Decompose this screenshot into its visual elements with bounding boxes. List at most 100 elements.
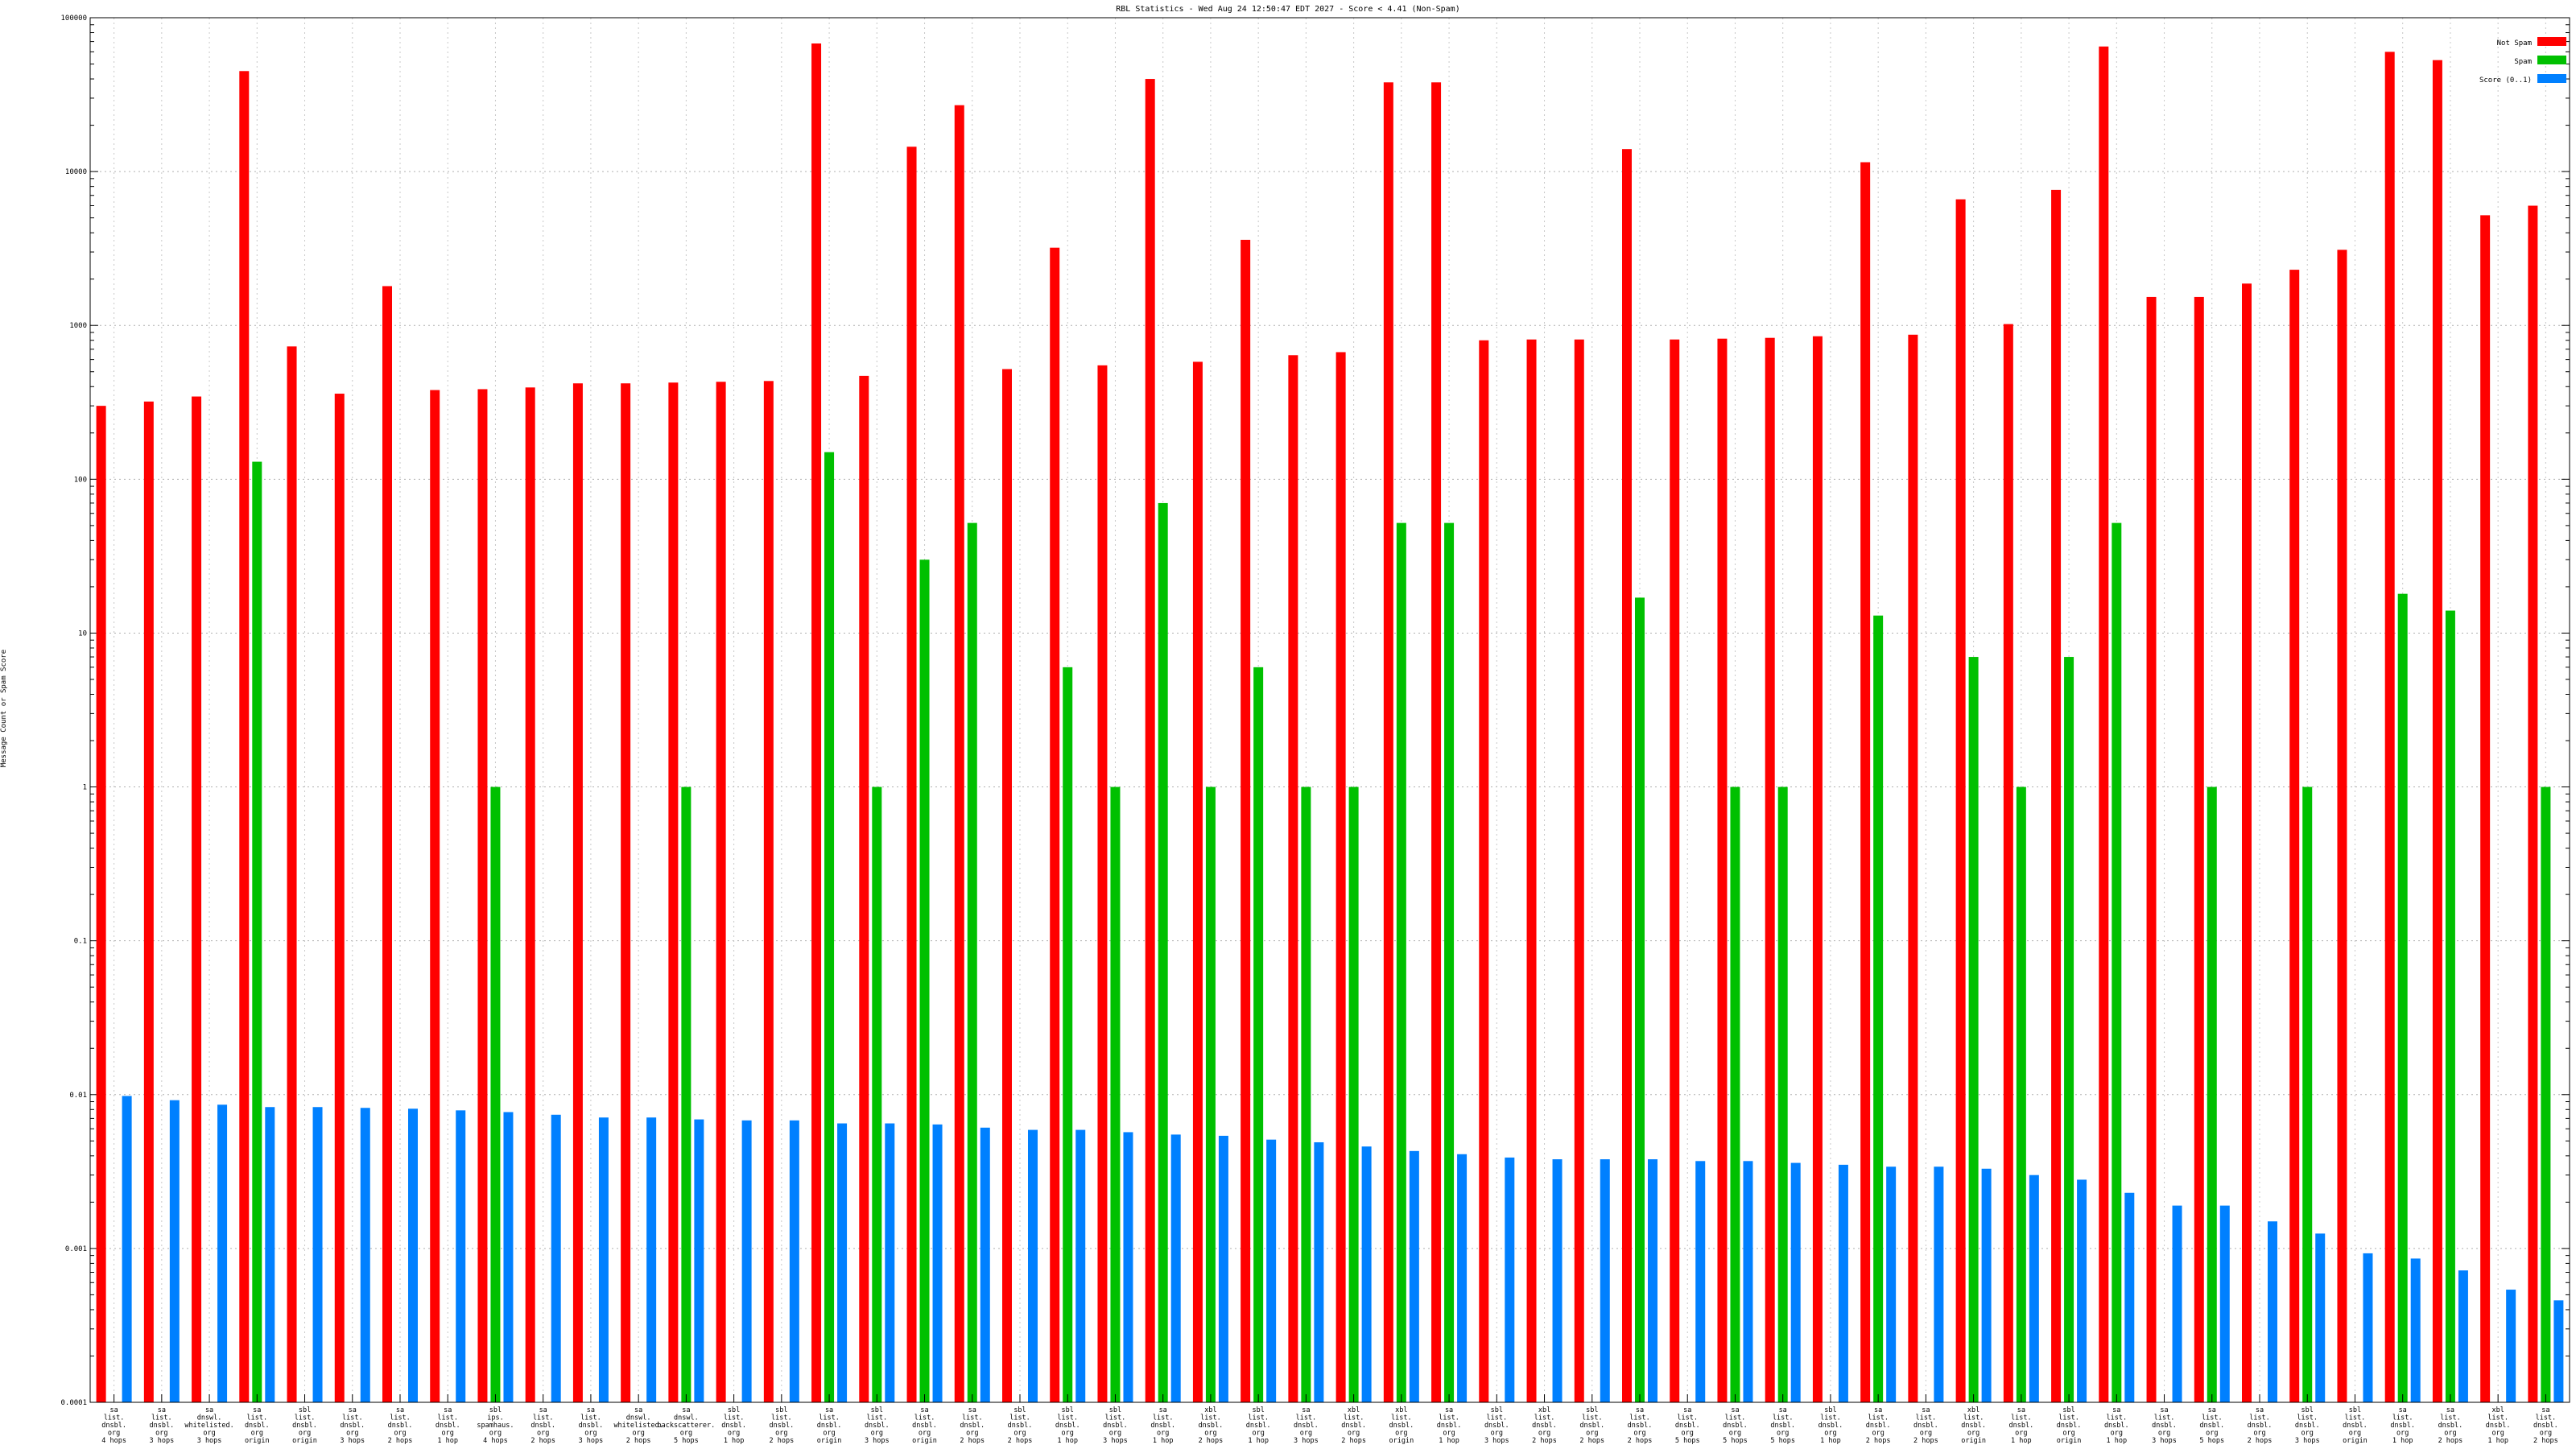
not-spam-bar	[1050, 247, 1060, 1403]
legend-swatch	[2537, 56, 2566, 64]
not-spam-bar	[2146, 296, 2157, 1402]
y-tick-label: 0.01	[69, 1092, 87, 1100]
not-spam-bar	[572, 383, 583, 1402]
score-bar	[408, 1108, 418, 1402]
not-spam-bar	[668, 382, 679, 1403]
not-spam-bar	[2242, 283, 2252, 1402]
x-category-label: sbl list. dnsbl. org 3 hops	[865, 1406, 890, 1445]
not-spam-bar	[1622, 149, 1632, 1402]
x-category-label: sbl list. dnsbl. org 2 hops	[1008, 1406, 1033, 1445]
spam-bar	[872, 786, 882, 1402]
not-spam-bar	[430, 390, 440, 1402]
spam-bar	[1158, 502, 1168, 1403]
not-spam-bar	[525, 387, 535, 1402]
x-category-label: sa list. dnsbl. org 3 hops	[149, 1406, 174, 1445]
x-category-label: xbl list. dnsbl. org origin	[1389, 1406, 1414, 1445]
score-bar	[360, 1108, 370, 1402]
score-bar	[1266, 1139, 1277, 1402]
x-category-label: sa list. dnsbl. org 5 hops	[2199, 1406, 2224, 1445]
score-bar	[789, 1120, 799, 1402]
spam-bar	[1205, 786, 1216, 1402]
score-bar	[1409, 1150, 1419, 1402]
score-bar	[1981, 1168, 1992, 1402]
score-bar	[2315, 1233, 2326, 1402]
not-spam-bar	[1431, 82, 1442, 1403]
score-bar	[646, 1117, 657, 1402]
y-axis-label: Message Count or Spam Score	[0, 650, 8, 767]
not-spam-bar	[811, 43, 822, 1403]
score-bar	[503, 1112, 514, 1402]
spam-bar	[824, 452, 835, 1402]
x-category-label: sa list. dnsbl. org 1 hop	[1437, 1406, 1462, 1445]
y-tick-label: 100	[74, 476, 87, 484]
not-spam-bar	[96, 406, 106, 1402]
score-bar	[2219, 1205, 2230, 1402]
spam-bar	[490, 786, 501, 1402]
score-bar	[694, 1119, 704, 1402]
spam-bar	[1110, 786, 1121, 1402]
score-bar	[217, 1104, 228, 1402]
not-spam-bar	[143, 401, 154, 1402]
score-bar	[2553, 1300, 2564, 1402]
y-tick-label: 100000	[60, 14, 87, 23]
x-category-label: sa list. dnsbl. org 2 hops	[388, 1406, 413, 1445]
not-spam-bar	[2480, 215, 2491, 1403]
y-tick-label: 1000	[69, 322, 87, 330]
x-category-label: sa dnswl. whitelisted. org 3 hops	[184, 1406, 233, 1445]
not-spam-bar	[1765, 337, 1775, 1403]
x-category-label: sa list. dnsbl. org 4 hops	[101, 1406, 126, 1445]
x-category-label: sa list. dnsbl. org 2 hops	[530, 1406, 555, 1445]
not-spam-bar	[1241, 239, 1251, 1403]
x-category-label: sa list. dnsbl. org 5 hops	[1723, 1406, 1748, 1445]
x-category-label: sa list. dnsbl. org 3 hops	[579, 1406, 604, 1445]
x-category-label: sa list. dnsbl. org 1 hop	[2104, 1406, 2129, 1445]
score-bar	[2458, 1270, 2468, 1402]
x-category-label: sa list. dnsbl. org 1 hop	[2008, 1406, 2033, 1445]
score-bar	[2363, 1253, 2373, 1402]
score-bar	[1600, 1159, 1610, 1402]
x-category-label: sa list. dnsbl. org 2 hops	[2438, 1406, 2463, 1445]
spam-bar	[252, 461, 262, 1402]
not-spam-bar	[477, 389, 488, 1402]
spam-bar	[1635, 597, 1645, 1402]
score-bar	[1218, 1135, 1228, 1402]
spam-bar	[1301, 786, 1311, 1402]
spam-bar	[2541, 786, 2551, 1402]
not-spam-bar	[1002, 369, 1012, 1403]
not-spam-bar	[2289, 270, 2300, 1402]
score-bar	[1361, 1146, 1372, 1402]
not-spam-bar	[2337, 250, 2347, 1403]
not-spam-bar	[2432, 60, 2442, 1402]
x-category-label: sbl list. dnsbl. org 3 hops	[1103, 1406, 1128, 1445]
spam-bar	[1777, 786, 1788, 1402]
x-category-label: xbl list. dnsbl. org 2 hops	[1341, 1406, 1366, 1445]
x-category-label: sa list. dnsbl. org 1 hop	[2390, 1406, 2415, 1445]
y-tick-label: 0.001	[65, 1245, 87, 1253]
spam-bar	[1968, 657, 1979, 1402]
x-category-label: sbl list. dnsbl. org origin	[2057, 1406, 2082, 1445]
not-spam-bar	[287, 346, 297, 1402]
score-bar	[598, 1117, 609, 1402]
spam-bar	[1396, 522, 1406, 1402]
not-spam-bar	[2099, 46, 2109, 1402]
not-spam-bar	[1479, 340, 1489, 1402]
score-bar	[1457, 1154, 1468, 1402]
spam-bar	[1348, 786, 1359, 1402]
score-bar	[837, 1123, 848, 1402]
legend-label: Not Spam	[2497, 39, 2532, 47]
score-bar	[122, 1096, 132, 1402]
legend-swatch	[2537, 37, 2566, 46]
score-bar	[1743, 1161, 1753, 1402]
not-spam-bar	[334, 394, 345, 1403]
score-bar	[932, 1124, 943, 1402]
not-spam-bar	[1860, 162, 1871, 1402]
x-category-label: sbl list. dnsbl. org origin	[292, 1406, 317, 1445]
x-category-label: xbl list. dnsbl. org 1 hop	[2486, 1406, 2511, 1445]
not-spam-bar	[1288, 355, 1298, 1402]
not-spam-bar	[1670, 339, 1680, 1402]
spam-bar	[2016, 786, 2026, 1402]
x-category-label: sa list. dnsbl. org origin	[817, 1406, 842, 1445]
not-spam-bar	[382, 286, 392, 1403]
not-spam-bar	[1574, 339, 1584, 1402]
not-spam-bar	[716, 382, 726, 1402]
